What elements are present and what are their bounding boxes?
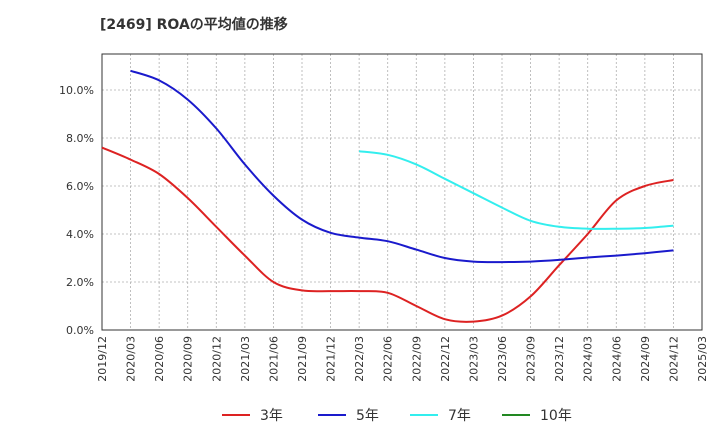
legend-swatch [502, 414, 530, 416]
x-tick-label: 2022/12 [439, 336, 452, 382]
legend-label: 3年 [260, 408, 283, 424]
legend-label: 10年 [540, 408, 572, 424]
legend-item: 5年 [318, 404, 379, 426]
series-line-2 [359, 150, 674, 230]
legend-item: 10年 [502, 404, 572, 426]
x-tick-label: 2022/09 [410, 336, 423, 382]
x-tick-label: 2021/06 [267, 336, 280, 382]
x-tick-label: 2025/03 [696, 336, 709, 382]
plot-frame [101, 53, 703, 331]
x-tick-label: 2023/06 [496, 336, 509, 382]
x-tick-label: 2024/12 [667, 336, 680, 382]
series-layer [101, 69, 674, 323]
x-tick-label: 2023/03 [467, 336, 480, 382]
legend-swatch [410, 414, 438, 416]
series-line-0 [101, 146, 674, 323]
x-tick-label: 2024/03 [582, 336, 595, 382]
y-tick-label: 8.0% [66, 132, 94, 145]
x-tick-label: 2020/03 [125, 336, 138, 382]
y-tick-label: 10.0% [59, 84, 94, 97]
legend-swatch [318, 414, 346, 416]
grid-layer [101, 54, 703, 331]
x-tick-label: 2020/09 [182, 336, 195, 382]
legend-item: 3年 [222, 404, 283, 426]
x-tick-label: 2024/09 [639, 336, 652, 382]
x-tick-label: 2022/03 [353, 336, 366, 382]
x-tick-label: 2023/09 [525, 336, 538, 382]
axis-layer: 0.0% 2.0% 4.0% 6.0% 8.0% 10.0% 2019/12 2020/03 2… [59, 53, 709, 382]
x-tick-label: 2023/12 [553, 336, 566, 382]
legend-swatch [222, 414, 250, 416]
x-tick-label: 2021/12 [325, 336, 338, 382]
y-tick-label: 2.0% [66, 276, 94, 289]
x-tick-label: 2022/06 [382, 336, 395, 382]
x-tick-label: 2021/03 [239, 336, 252, 382]
x-tick-label: 2020/06 [153, 336, 166, 382]
legend-label: 7年 [448, 408, 471, 424]
y-tick-label: 6.0% [66, 180, 94, 193]
legend-label: 5年 [356, 408, 379, 424]
y-tick-label: 4.0% [66, 228, 94, 241]
series-line-1 [130, 69, 674, 264]
line-chart: 0.0% 2.0% 4.0% 6.0% 8.0% 10.0% 2019/12 2020/03 2… [59, 53, 709, 382]
legend-item: 7年 [410, 404, 471, 426]
x-tick-label: 2024/06 [610, 336, 623, 382]
legend: 3年 5年 7年 10年 [0, 404, 720, 426]
y-tick-label: 0.0% [66, 324, 94, 337]
x-tick-label: 2019/12 [96, 336, 109, 382]
x-tick-label: 2020/12 [210, 336, 223, 382]
chart-title: [2469] ROAの平均値の推移 [100, 17, 288, 33]
x-tick-label: 2021/09 [296, 336, 309, 382]
